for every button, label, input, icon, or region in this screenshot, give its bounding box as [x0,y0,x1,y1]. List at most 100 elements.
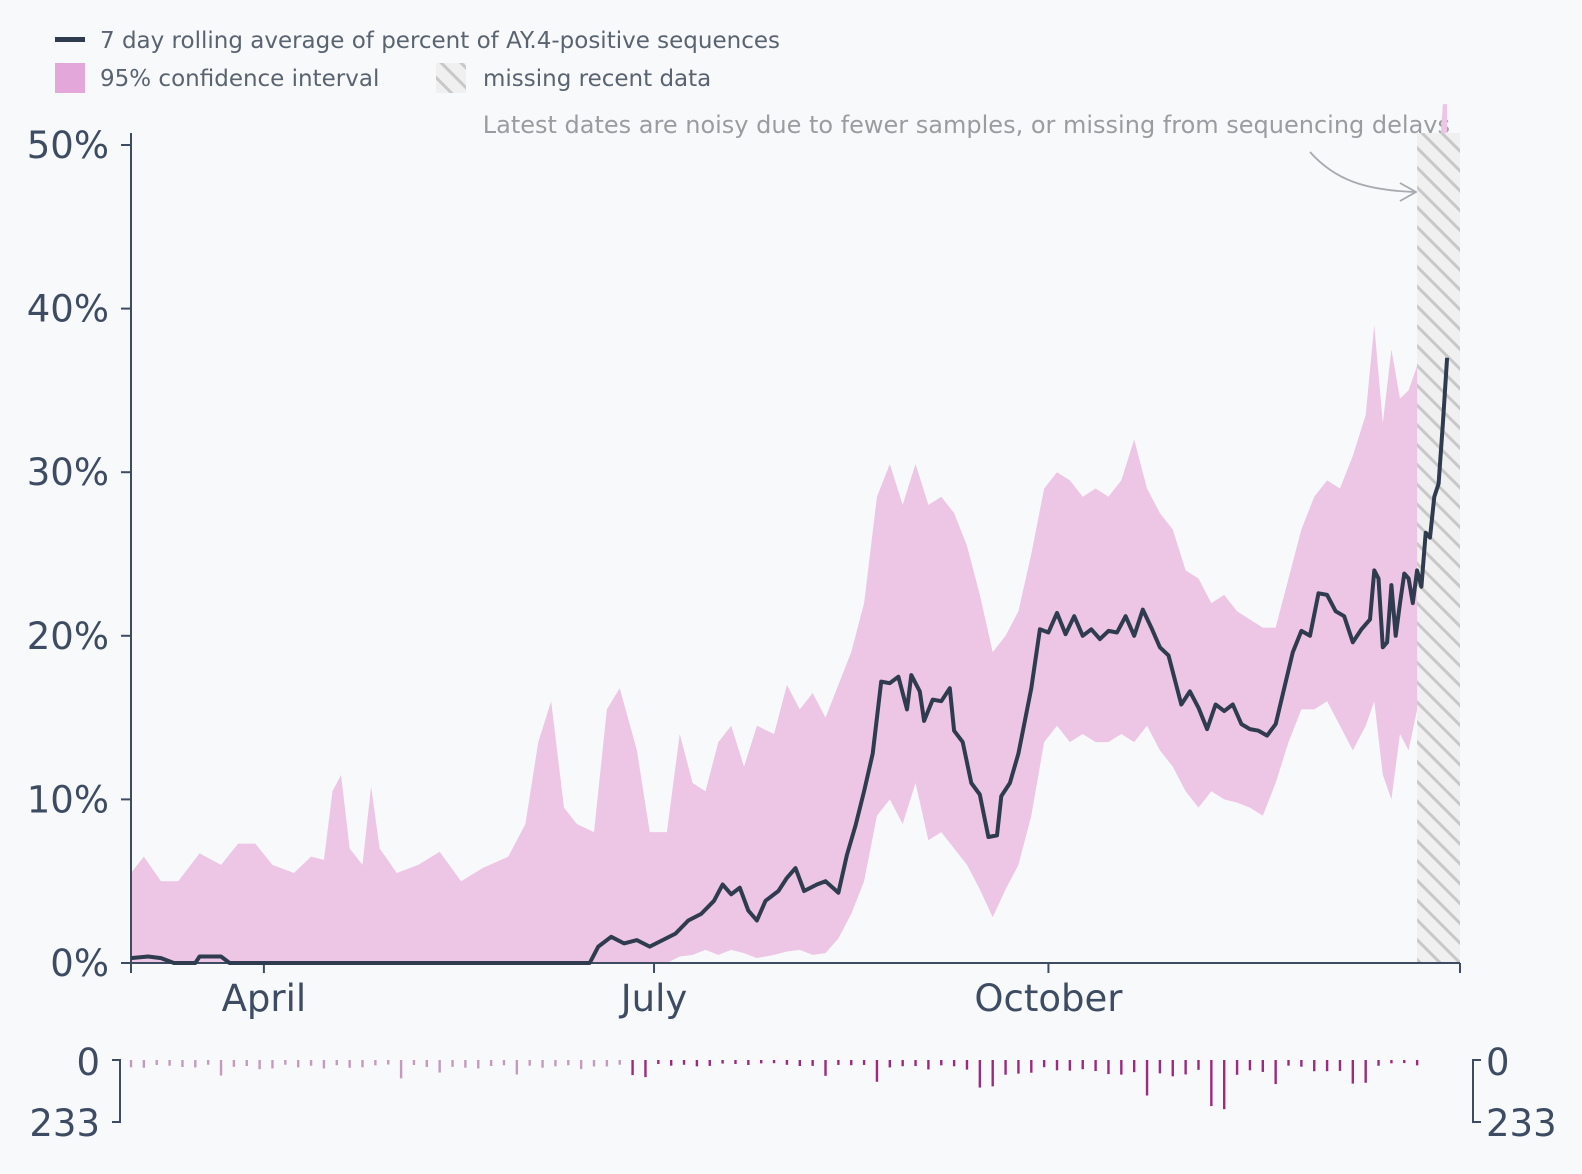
legend-missing-label: missing recent data [483,66,711,92]
count-bar [374,1060,377,1066]
count-bar [644,1060,647,1078]
count-bar [695,1060,699,1067]
count-bar [438,1060,441,1073]
count-bar [515,1060,519,1075]
count-bar [1042,1060,1046,1068]
count-bar [760,1060,763,1064]
legend-ci-label: 95% confidence interval [100,66,379,92]
count-bar [862,1060,866,1065]
count-bar [425,1060,429,1068]
count-bar [798,1060,801,1067]
count-bar [978,1060,982,1088]
count-bar [1094,1060,1097,1072]
annotation-arrow [1309,151,1415,193]
count-bar [399,1060,403,1079]
count-bar [129,1060,133,1068]
count-bar [1338,1060,1342,1071]
series-line-0 [130,357,1450,965]
counts-left-top: 0 [76,1041,100,1084]
count-bar [155,1060,158,1065]
count-bar [1145,1060,1149,1096]
count-bar [721,1060,724,1064]
count-bar [824,1060,827,1076]
legend-line-label: 7 day rolling average of percent of AY.4… [100,28,780,54]
counts-strip [129,1060,1419,1110]
count-bar [335,1060,338,1066]
count-bar [271,1060,274,1069]
count-bar [1390,1060,1393,1064]
y-tick-label-0: 0% [50,942,109,985]
count-bar [708,1060,711,1066]
count-bar [284,1060,287,1065]
count-bar [991,1060,994,1087]
annotation-arrowhead [1399,182,1418,202]
count-bar [1364,1060,1367,1083]
count-bar [1300,1060,1303,1067]
count-bar [1235,1060,1239,1075]
count-bar [811,1060,814,1066]
count-bar [464,1060,467,1068]
count-bar [554,1060,557,1067]
count-bar [181,1060,184,1068]
count-bar [412,1060,416,1065]
count-bar [451,1060,454,1067]
count-bar [489,1060,493,1066]
count-bar [1158,1060,1162,1074]
count-bar [1197,1060,1200,1070]
count-bar [592,1060,596,1067]
count-bar [194,1060,197,1068]
count-bar [309,1060,313,1066]
legend: 7 day rolling average of percent of AY.4… [55,28,780,93]
count-bar [618,1060,621,1065]
count-bar [1248,1060,1252,1071]
x-tick-label-october: October [974,977,1123,1020]
count-bar [965,1060,969,1070]
count-bar [1274,1060,1277,1085]
count-bar [1107,1060,1110,1075]
count-bar [245,1060,248,1067]
count-bar [296,1060,300,1068]
ci-band [131,104,1448,964]
count-bar [1313,1060,1316,1072]
legend-missing-swatch [436,63,466,93]
count-bar [785,1060,789,1065]
count-bar [1377,1060,1380,1066]
count-bar [1081,1060,1084,1070]
y-tick-label-40: 40% [27,288,109,331]
count-bar [1120,1060,1123,1075]
count-bar [850,1060,853,1066]
count-bar [579,1060,583,1070]
legend-line-swatch [55,37,85,42]
count-bar [477,1060,480,1069]
count-bar [1055,1060,1059,1071]
counts-right-top: 0 [1486,1041,1510,1084]
y-tick-label-20: 20% [27,615,109,658]
count-bar [322,1060,326,1069]
count-bar [1403,1060,1406,1064]
count-bar [734,1060,737,1064]
count-bar [1287,1060,1290,1066]
count-bar [1132,1060,1136,1073]
count-bar [1030,1060,1033,1073]
count-bar [168,1060,171,1066]
count-bar [940,1060,943,1066]
count-bar [1184,1060,1187,1075]
count-bar [927,1060,930,1070]
count-bar [219,1060,223,1076]
y-tick-label-30: 30% [27,451,109,494]
count-bar [888,1060,892,1068]
count-bar [1415,1060,1419,1066]
count-bar [348,1060,351,1068]
x-tick-label-april: April [222,977,307,1020]
count-bar [747,1060,750,1065]
count-bar [258,1060,261,1070]
count-bar [772,1060,776,1064]
count-bar [567,1060,570,1066]
counts-left-bottom: 233 [29,1102,100,1145]
count-bar [142,1060,146,1068]
count-bar [837,1060,840,1065]
count-bar [1210,1060,1213,1107]
count-bar [1068,1060,1072,1071]
count-bar [1325,1060,1329,1072]
